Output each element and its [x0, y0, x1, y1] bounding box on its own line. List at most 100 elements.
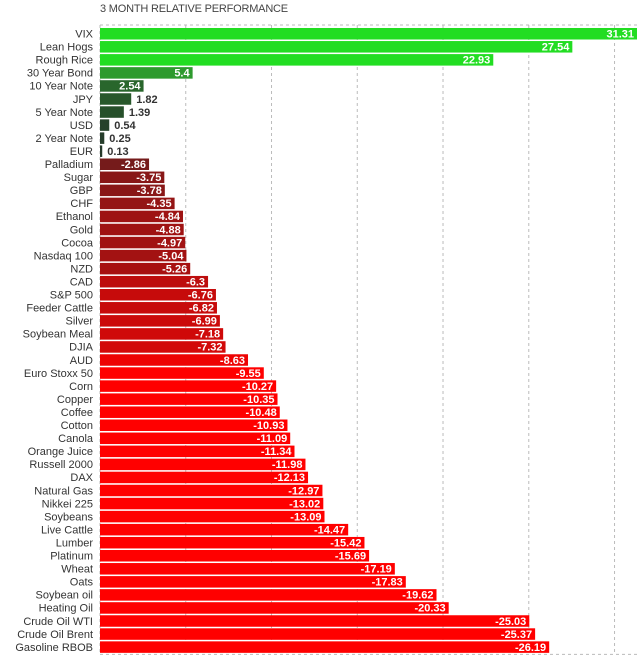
data-label: -10.35 — [243, 394, 274, 406]
bar — [100, 641, 550, 653]
data-label: -4.88 — [156, 224, 181, 236]
bar — [100, 445, 295, 458]
data-label: -17.19 — [361, 564, 392, 576]
category-label: USD — [70, 120, 93, 132]
data-label: -26.19 — [515, 642, 546, 654]
bar — [100, 458, 306, 471]
bar — [100, 106, 124, 118]
category-label: Nikkei 225 — [42, 498, 93, 510]
data-label: -9.55 — [236, 368, 261, 380]
bar — [100, 315, 220, 327]
category-label: Live Cattle — [41, 524, 93, 536]
data-label: -10.27 — [242, 381, 273, 393]
category-label: Heating Oil — [39, 603, 93, 615]
data-label: -3.75 — [136, 172, 161, 184]
category-label: EUR — [70, 146, 93, 158]
category-label: JPY — [73, 94, 94, 106]
category-label: Sugar — [64, 172, 94, 184]
data-label: -25.03 — [495, 616, 526, 628]
category-label: DAX — [70, 472, 93, 484]
data-label: -15.69 — [335, 551, 366, 563]
bar — [100, 119, 110, 131]
data-label: -12.13 — [274, 472, 305, 484]
bar — [100, 93, 132, 105]
category-label: VIX — [75, 29, 93, 41]
data-label: -14.47 — [314, 524, 345, 536]
bar — [100, 563, 395, 575]
data-label: -6.82 — [189, 303, 214, 315]
category-label: Cocoa — [61, 237, 94, 249]
data-label: 5.4 — [174, 68, 190, 80]
bar — [100, 158, 150, 170]
bar — [100, 171, 165, 184]
category-label: 10 Year Note — [29, 81, 93, 93]
category-label: Natural Gas — [34, 485, 93, 497]
bar — [100, 341, 226, 353]
data-label: -7.18 — [195, 329, 220, 341]
category-label: Silver — [65, 316, 93, 328]
category-label: Wheat — [61, 564, 93, 576]
data-label: 0.25 — [109, 133, 130, 145]
data-label: -11.09 — [257, 433, 288, 445]
category-label: Ethanol — [56, 211, 93, 223]
bar — [100, 210, 184, 223]
bar — [100, 275, 209, 288]
data-label: -6.99 — [192, 316, 217, 328]
data-label: -11.34 — [261, 446, 292, 458]
data-label: -6.3 — [186, 276, 205, 288]
category-label: Coffee — [61, 407, 93, 419]
data-label: -17.83 — [372, 577, 403, 589]
data-label: 0.54 — [114, 120, 136, 132]
category-label: S&P 500 — [50, 290, 93, 302]
bar — [100, 615, 530, 627]
bar — [100, 354, 249, 366]
data-label: -11.98 — [272, 459, 303, 471]
data-label: -4.97 — [157, 237, 182, 249]
bar — [100, 236, 186, 249]
bar — [100, 550, 370, 562]
category-label: Gasoline RBOB — [15, 642, 93, 654]
data-label: -8.63 — [220, 355, 245, 367]
bar — [100, 497, 324, 510]
data-label: -20.33 — [414, 603, 445, 615]
data-label: -13.02 — [289, 498, 320, 510]
category-label: Soybean Meal — [23, 329, 93, 341]
category-label: Lumber — [56, 537, 94, 549]
category-label: CHF — [70, 198, 93, 210]
category-label: 30 Year Bond — [27, 68, 93, 80]
data-label: -6.76 — [188, 290, 213, 302]
bar — [100, 510, 325, 523]
category-label: Platinum — [50, 551, 93, 563]
category-label: Copper — [57, 394, 93, 406]
data-label: -3.78 — [137, 185, 162, 197]
bar — [100, 471, 309, 484]
data-label: -4.84 — [155, 211, 181, 223]
data-label: 22.93 — [463, 55, 491, 67]
bar — [100, 328, 224, 340]
bar — [100, 80, 144, 92]
category-label: Palladium — [45, 159, 93, 171]
category-label: Cotton — [61, 420, 93, 432]
bar — [100, 132, 105, 144]
bar — [100, 249, 187, 262]
bar — [100, 197, 175, 210]
category-label: Crude Oil WTI — [23, 616, 93, 628]
bar — [100, 223, 184, 236]
data-label: 1.39 — [129, 107, 150, 119]
bar — [100, 536, 365, 549]
data-label: -5.04 — [158, 250, 184, 262]
category-label: Gold — [70, 224, 93, 236]
data-label: 2.54 — [119, 81, 141, 93]
bar — [100, 289, 216, 301]
data-label: -10.48 — [246, 407, 277, 419]
data-label: -13.09 — [290, 511, 321, 523]
bar — [100, 523, 349, 536]
bar — [100, 380, 277, 392]
data-label: 27.54 — [542, 42, 570, 54]
chart-title: 3 MONTH RELATIVE PERFORMANCE — [100, 3, 288, 15]
bar — [100, 184, 165, 197]
bar — [100, 419, 288, 431]
category-label: Soybeans — [44, 511, 93, 523]
bar — [100, 628, 536, 640]
